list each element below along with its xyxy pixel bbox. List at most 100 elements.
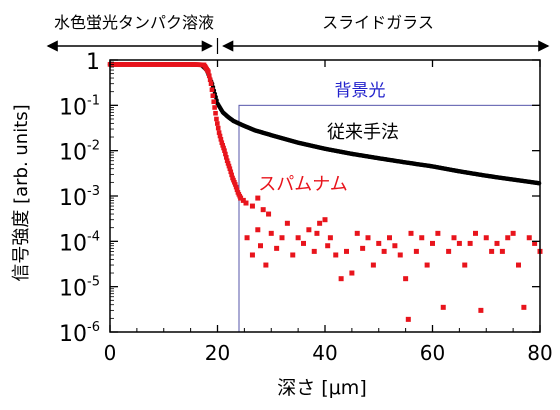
region-label-left: 水色蛍光タンパク溶液 — [54, 13, 214, 32]
data-point-spamnum — [213, 110, 218, 116]
series-label-conventional: 従来手法 — [327, 122, 399, 143]
data-point-spamnum — [229, 172, 234, 178]
data-point-spamnum — [219, 140, 225, 145]
data-point-spamnum — [263, 262, 269, 268]
data-point-spamnum — [526, 235, 532, 241]
data-point-spamnum — [222, 148, 227, 153]
y-tick-label: 10-6 — [59, 320, 100, 347]
data-point-spamnum — [228, 169, 234, 175]
data-point-spamnum — [376, 240, 382, 246]
data-point-spamnum — [370, 262, 376, 268]
data-point-spamnum — [344, 248, 349, 254]
data-point-spamnum — [349, 270, 355, 276]
data-point-spamnum — [413, 248, 419, 254]
data-point-spamnum — [360, 245, 366, 251]
data-point-spamnum — [314, 230, 320, 236]
plot-frame — [109, 59, 541, 333]
data-point-spamnum — [387, 235, 392, 241]
x-tick-label: 20 — [205, 341, 230, 365]
y-tick-label: 10-1 — [59, 93, 100, 120]
series-label-spamnum: スパムナム — [258, 174, 347, 195]
data-point-spamnum — [430, 240, 435, 246]
data-point-spamnum — [478, 307, 484, 313]
x-tick-label: 40 — [312, 341, 337, 365]
data-point-spamnum — [467, 240, 473, 246]
data-point-spamnum — [451, 235, 457, 241]
data-point-spamnum — [322, 217, 328, 223]
data-point-spamnum — [217, 133, 223, 139]
y-tick-label: 1 — [86, 50, 100, 75]
data-point-spamnum — [227, 166, 233, 172]
data-point-spamnum — [505, 235, 511, 241]
y-tick-label: 10-4 — [59, 229, 100, 256]
data-point-spamnum — [494, 240, 500, 246]
data-point-spamnum — [221, 145, 226, 151]
data-point-spamnum — [220, 143, 225, 148]
data-point-spamnum — [473, 230, 478, 236]
data-point-spamnum — [365, 235, 371, 241]
data-point-spamnum — [435, 230, 441, 236]
data-point-spamnum — [233, 184, 239, 190]
data-point-spamnum — [214, 116, 219, 122]
data-point-spamnum — [244, 235, 250, 241]
x-tick-label: 80 — [527, 341, 552, 365]
data-point-spamnum — [510, 230, 516, 236]
data-point-spamnum — [306, 227, 312, 233]
data-point-spamnum — [232, 182, 238, 187]
data-point-spamnum — [210, 93, 216, 99]
data-point-spamnum — [268, 230, 274, 236]
series-conventional — [107, 62, 542, 186]
data-point-spamnum — [489, 248, 495, 254]
data-point-spamnum — [238, 195, 244, 201]
data-point-spamnum — [215, 125, 221, 131]
data-point-spamnum — [419, 235, 425, 241]
data-point-spamnum — [266, 211, 272, 217]
data-point-spamnum — [208, 81, 214, 86]
data-point-spamnum — [333, 252, 339, 258]
data-point-spamnum — [295, 235, 301, 241]
data-point-spamnum — [255, 227, 261, 233]
data-point-spamnum — [532, 240, 538, 246]
data-point-spamnum — [218, 137, 224, 142]
data-point-spamnum — [260, 207, 266, 213]
y-tick-label: 10-5 — [59, 275, 100, 302]
data-point-spamnum — [215, 121, 220, 126]
data-point-spamnum — [301, 240, 306, 246]
data-point-spamnum — [456, 240, 462, 246]
data-point-spamnum — [249, 252, 255, 258]
data-point-spamnum — [325, 243, 331, 249]
background-label: 背景光 — [335, 81, 386, 101]
y-axis-label: 信号強度 [arb. units] — [11, 104, 32, 281]
data-point-spamnum — [483, 235, 489, 241]
data-point-spamnum — [223, 151, 228, 157]
series-spamnum — [107, 62, 543, 322]
data-point-spamnum — [499, 248, 505, 254]
data-point-spamnum — [317, 220, 323, 226]
data-point-spamnum — [258, 243, 263, 249]
y-tick-label: 10-3 — [59, 184, 100, 211]
data-point-spamnum — [274, 245, 280, 251]
data-point-spamnum — [249, 203, 255, 209]
data-point-spamnum — [207, 77, 213, 83]
data-point-spamnum — [408, 230, 414, 236]
data-point-spamnum — [240, 197, 246, 203]
data-point-spamnum — [209, 87, 215, 93]
y-tick-label: 10-2 — [59, 139, 100, 166]
data-point-spamnum — [234, 187, 240, 193]
x-axis-label: 深さ [μm] — [277, 377, 366, 399]
data-point-spamnum — [403, 276, 409, 282]
x-tick-label: 0 — [104, 341, 117, 365]
data-point-spamnum — [212, 105, 217, 110]
data-point-spamnum — [354, 230, 360, 236]
data-point-spamnum — [226, 163, 232, 169]
data-point-spamnum — [223, 155, 229, 160]
data-point-spamnum — [338, 276, 344, 282]
data-point-spamnum — [392, 243, 398, 249]
data-point-spamnum — [446, 248, 452, 254]
data-point-spamnum — [255, 195, 261, 201]
data-point-spamnum — [284, 220, 290, 226]
x-tick-label: 60 — [420, 341, 445, 365]
data-point-spamnum — [224, 158, 230, 164]
data-point-spamnum — [381, 248, 387, 254]
